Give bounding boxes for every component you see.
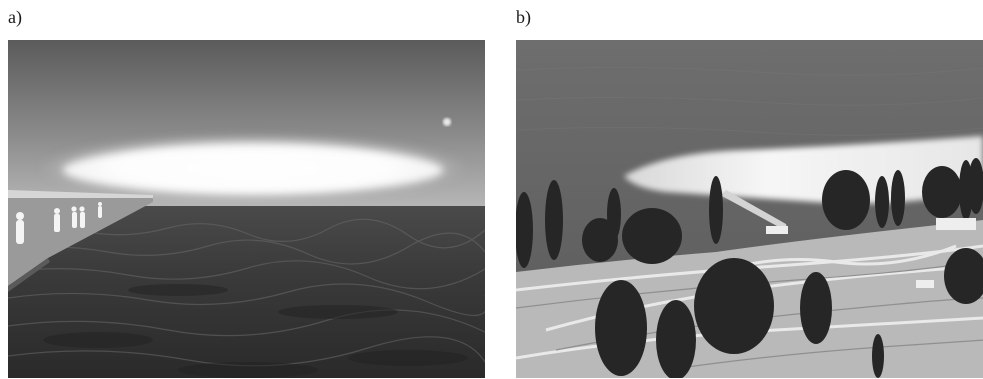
people-figures <box>16 202 102 244</box>
panel-a-label: a) <box>8 7 22 27</box>
buildings <box>766 218 976 288</box>
panel-b-label: b) <box>516 7 531 27</box>
sea-pier-cloud-image <box>8 40 485 378</box>
pier <box>8 198 153 286</box>
sea-pier-cloud-photo <box>8 40 485 378</box>
trees <box>516 158 983 378</box>
lakeside-landscape-cloud-photo <box>516 40 983 378</box>
lakeside-landscape-image <box>516 40 983 378</box>
